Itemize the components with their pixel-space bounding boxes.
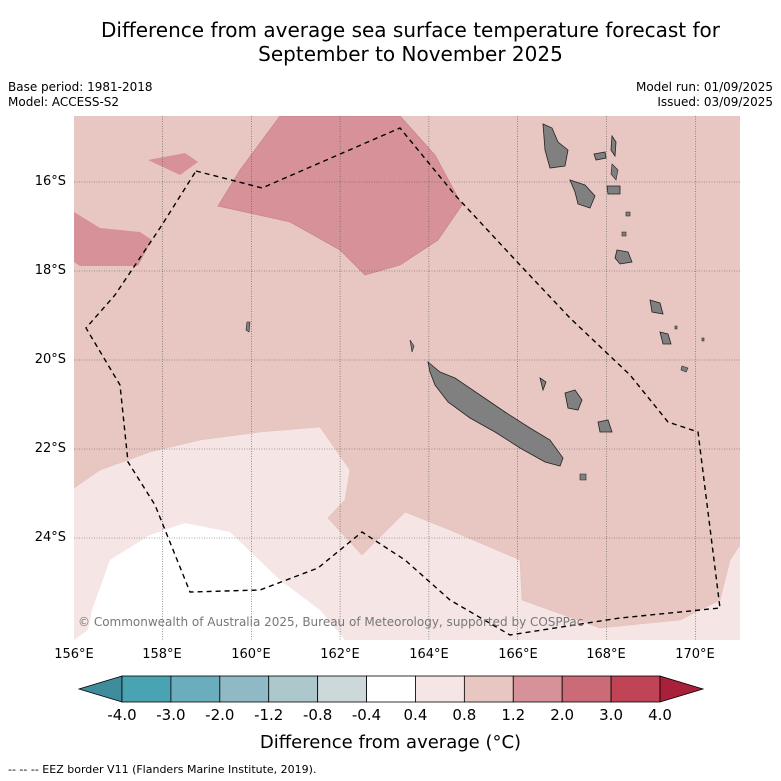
small-island-1 (245, 321, 251, 333)
lifou-island (564, 389, 583, 411)
lat-label-24s: 24°S (34, 530, 66, 545)
ambrym-island (606, 185, 621, 195)
lon-label-160e: 160°E (231, 647, 271, 662)
anomaly-1.2-2.0-region-small (148, 153, 198, 175)
colorbar-tick-label: 2.0 (550, 706, 575, 724)
lat-label-22s: 22°S (34, 441, 66, 456)
colorbar-tick-label: 3.0 (599, 706, 623, 724)
eez-legend-note: -- -- -- EEZ border V11 (Flanders Marine… (8, 763, 317, 776)
lon-label-166e: 166°E (498, 647, 538, 662)
colorbar-tick-label: 0.8 (452, 706, 477, 724)
mare-island (597, 419, 613, 433)
meta-right: Model run: 01/09/2025 Issued: 03/09/2025 (636, 80, 773, 110)
colorbar-swatch (610, 675, 661, 703)
ouvea-island (539, 377, 547, 392)
model-name: Model: ACCESS-S2 (8, 95, 120, 109)
small-island-2 (625, 211, 631, 217)
colorbar (77, 675, 705, 703)
erromango-island (649, 299, 664, 315)
efate-island (614, 249, 633, 265)
colorbar-tick-label: -2.0 (205, 706, 235, 724)
colorbar-swatch (268, 675, 319, 703)
lon-label-162e: 162°E (320, 647, 360, 662)
lon-label-156e: 156°E (54, 647, 94, 662)
chart-title: Difference from average sea surface temp… (40, 18, 781, 66)
lon-label-170e: 170°E (675, 647, 715, 662)
small-island-3 (621, 231, 627, 237)
ambae-island (593, 151, 607, 161)
graticule (74, 116, 740, 640)
lat-label-18s: 18°S (34, 263, 66, 278)
colorbar-swatch (415, 675, 465, 703)
colorbar-tick-label: -3.0 (156, 706, 186, 724)
anomaly-1.2-2.0-region-west (74, 212, 152, 266)
colorbar-tick-label: 4.0 (648, 706, 672, 724)
pentecost-island (610, 134, 617, 158)
tanna-island (659, 331, 672, 345)
colorbar-title: Difference from average (°C) (259, 732, 522, 753)
colorbar-tick-label: -1.2 (254, 706, 284, 724)
anomaly-neutral-region (74, 523, 345, 640)
epi-island (610, 163, 619, 181)
colorbar-swatch (317, 675, 367, 703)
colorbar-tick-label: 0.4 (403, 706, 428, 724)
model-run: Model run: 01/09/2025 (635, 80, 773, 94)
colorbar-swatch (512, 675, 563, 703)
belep-island (409, 339, 415, 353)
lat-label-20s: 20°S (34, 352, 66, 367)
colorbar-tick-label: -0.8 (302, 706, 333, 724)
colorbar-swatch (121, 675, 172, 703)
isle-of-pines (579, 473, 587, 481)
title-line-1: Difference from average sea surface temp… (100, 18, 720, 42)
issued-date: Issued: 03/09/2025 (657, 95, 773, 109)
meta-left: Base period: 1981-2018 Model: ACCESS-S2 (8, 80, 153, 110)
colorbar-extend-high (659, 675, 705, 703)
colorbar-swatch (561, 675, 612, 703)
malekula-island (569, 179, 596, 209)
eez-border (85, 127, 721, 636)
colorbar-swatch (366, 675, 416, 703)
colorbar-swatch (219, 675, 270, 703)
base-period: Base period: 1981-2018 (8, 80, 153, 94)
lon-label-158e: 158°E (142, 647, 182, 662)
small-island-5 (701, 337, 705, 342)
colorbar-swatch (463, 675, 514, 703)
colorbar-tick-label: 1.2 (501, 706, 526, 724)
lon-label-168e: 168°E (586, 647, 626, 662)
lat-label-16s: 16°S (34, 174, 66, 189)
copyright-text: © Commonwealth of Australia 2025, Bureau… (78, 615, 584, 629)
lon-label-164e: 164°E (409, 647, 449, 662)
colorbar-swatch (170, 675, 221, 703)
espiritu-santo-island (542, 123, 569, 169)
colorbar-extend-low (77, 675, 123, 703)
colorbar-tick-label: -4.0 (107, 706, 137, 724)
small-island-4 (674, 325, 678, 330)
colorbar-tick-label: -0.4 (351, 706, 382, 724)
title-line-2: September to November 2025 (258, 42, 563, 66)
new-caledonia-landmass (427, 360, 564, 467)
anomaly-1.2-2.0-region-north (218, 116, 462, 275)
aneityum-island (680, 365, 689, 373)
